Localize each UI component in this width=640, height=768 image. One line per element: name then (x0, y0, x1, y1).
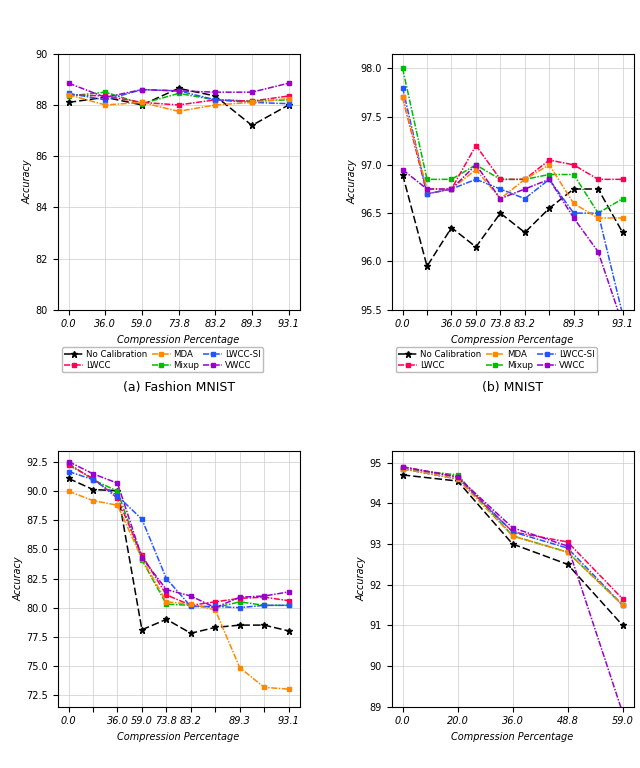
Y-axis label: Accuracy: Accuracy (13, 556, 23, 601)
X-axis label: Compression Percentage: Compression Percentage (118, 732, 240, 742)
Legend: No Calibration, LWCC, MDA, Mixup, LWCC-SI, VWCC: No Calibration, LWCC, MDA, Mixup, LWCC-S… (396, 347, 597, 372)
Y-axis label: Accuracy: Accuracy (356, 556, 367, 601)
Y-axis label: Accuracy: Accuracy (348, 160, 358, 204)
Y-axis label: Accuracy: Accuracy (23, 160, 33, 204)
Text: (b) MNIST: (b) MNIST (482, 382, 543, 395)
X-axis label: Compression Percentage: Compression Percentage (451, 335, 573, 345)
Legend: No Calibration, LWCC, MDA, Mixup, LWCC-SI, VWCC: No Calibration, LWCC, MDA, Mixup, LWCC-S… (62, 347, 263, 372)
X-axis label: Compression Percentage: Compression Percentage (118, 335, 240, 345)
Text: (a) Fashion MNIST: (a) Fashion MNIST (122, 382, 235, 395)
X-axis label: Compression Percentage: Compression Percentage (451, 732, 573, 742)
